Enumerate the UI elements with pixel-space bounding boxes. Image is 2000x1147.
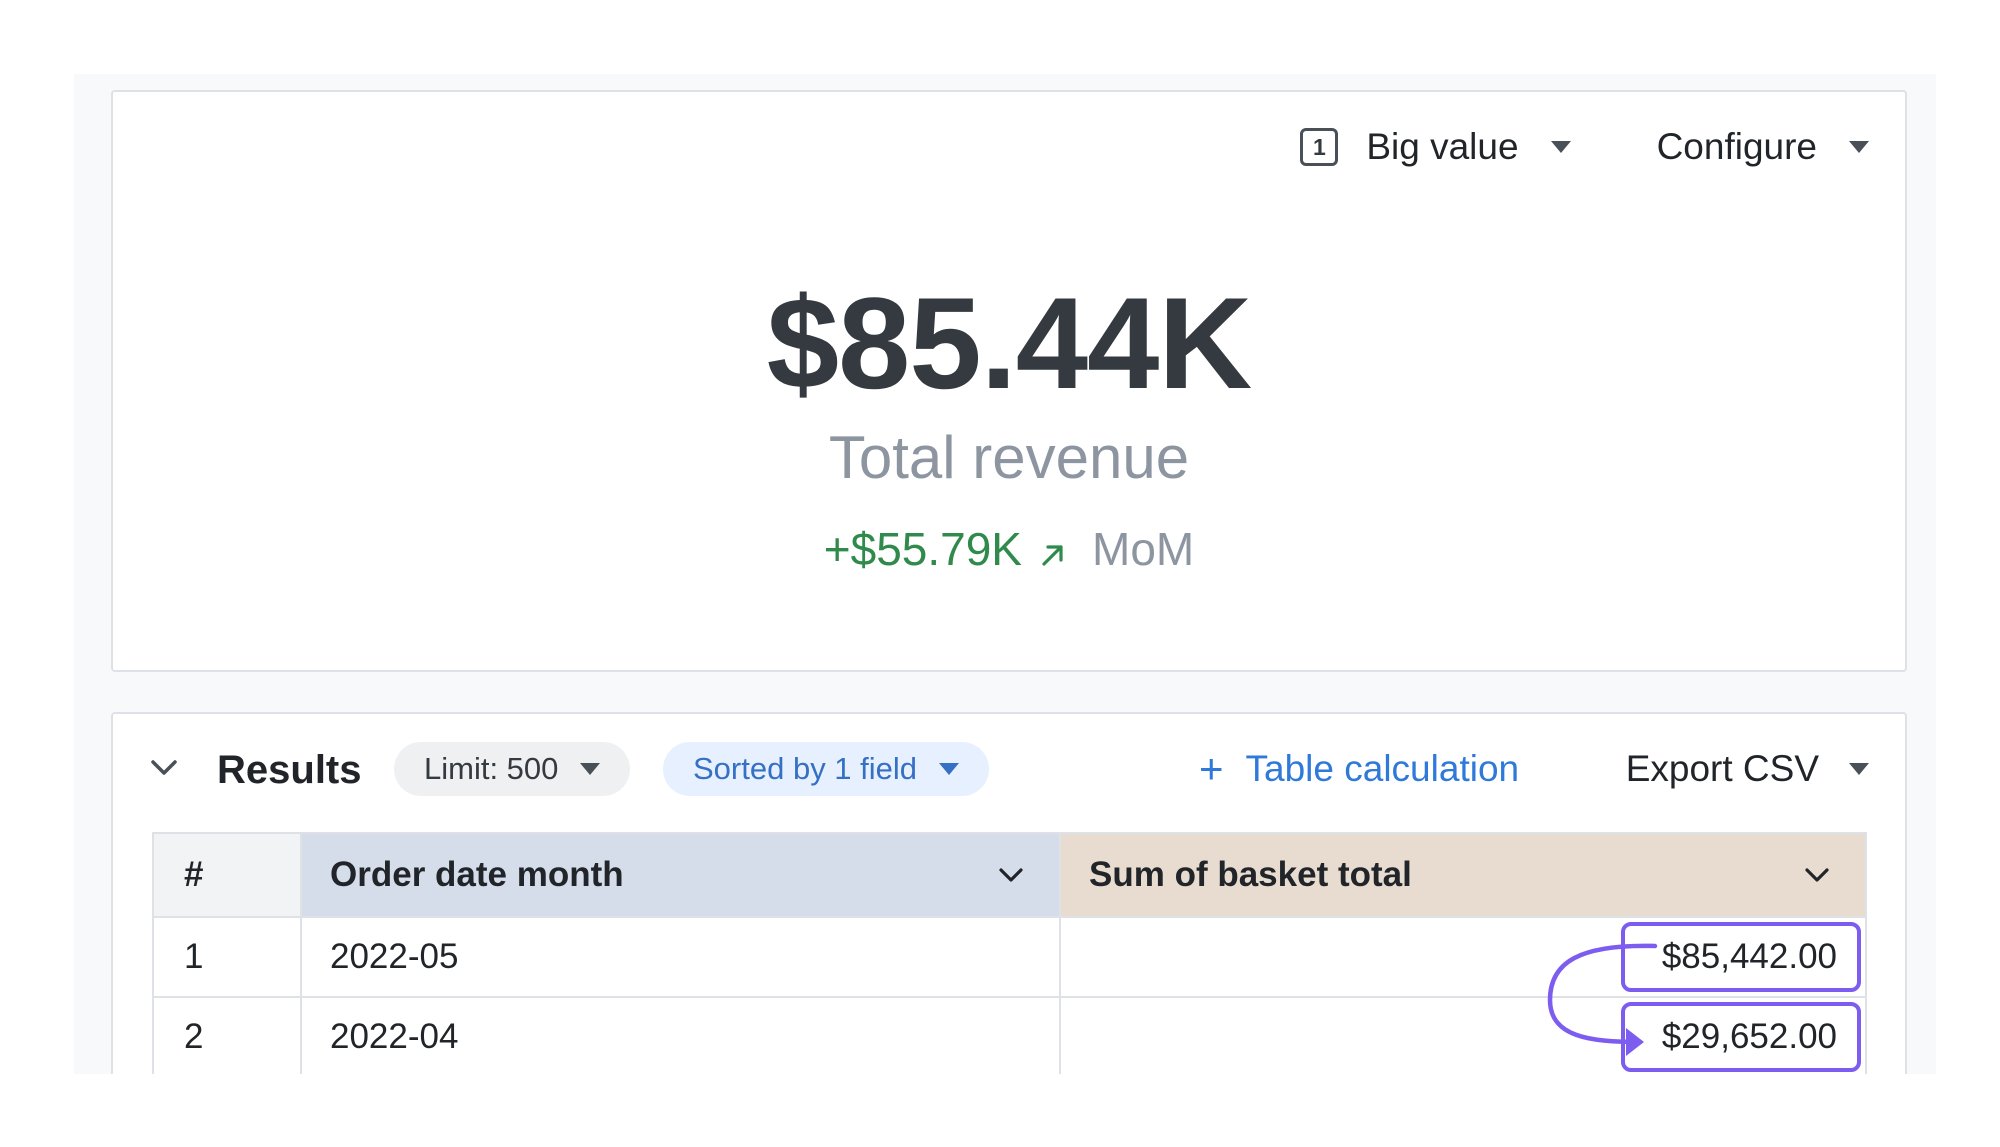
caret-down-icon [939,763,960,775]
limit-label: Limit: 500 [424,751,559,786]
big-value-card: 1 Big value Configure $85.44K Total reve… [111,90,1907,672]
cell-value: $29,652.00 [1661,1017,1837,1056]
sort-label: Sorted by 1 field [693,751,918,786]
highlight-box: $29,652.00 [1621,1002,1861,1072]
caret-down-icon [1550,141,1571,153]
configure-dropdown[interactable]: Configure [1657,126,1869,168]
cell-order-date-month[interactable]: 2022-05 [300,916,1061,998]
big-value-label: Total revenue [828,424,1190,491]
big-value-number: $85.44K [766,270,1253,416]
table-row: 1 2022-05 $85,442.00 [152,916,1867,998]
table-row: 2 2022-04 $29,652.00 [152,996,1867,1074]
cell-sum-of-basket-total[interactable]: $29,652.00 [1059,996,1867,1074]
cell-order-date-month[interactable]: 2022-04 [300,996,1061,1074]
chevron-down-icon[interactable] [1803,866,1831,884]
row-index: 1 [152,916,302,998]
comparison-change: +$55.79K [823,523,1022,575]
limit-button[interactable]: Limit: 500 [394,742,631,796]
table-calculation-label: Table calculation [1245,748,1520,789]
header-index: # [152,832,302,918]
row-index: 2 [152,996,302,1074]
chart-toolbar: 1 Big value Configure [1300,126,1869,168]
comparison: +$55.79K MoM [113,526,1905,572]
export-csv-button[interactable]: Export CSV [1626,748,1869,790]
table-header-row: # Order date month Sum of basket total [152,832,1867,918]
highlight-box: $85,442.00 [1621,922,1861,992]
comparison-arrow-icon [1547,943,1658,1056]
cell-value: $85,442.00 [1661,937,1837,976]
results-toolbar: Results Limit: 500 Sorted by 1 field + T… [149,742,1869,796]
export-csv-label: Export CSV [1625,748,1819,789]
chart-type-dropdown[interactable]: 1 Big value [1300,126,1571,168]
header-label: Sum of basket total [1089,855,1412,894]
caret-down-icon [1849,141,1869,153]
big-value-chart-icon: 1 [1300,128,1339,166]
explore-panel: 1 Big value Configure $85.44K Total reve… [74,74,1936,1074]
caret-down-icon [580,763,601,775]
results-table: # Order date month Sum of basket total [152,832,1867,1074]
results-title: Results [217,748,362,792]
cell-sum-of-basket-total[interactable]: $85,442.00 [1059,916,1867,998]
chevron-down-icon[interactable] [997,866,1025,884]
header-label: Order date month [330,855,624,894]
plus-icon: + [1199,745,1224,792]
arrow-up-right-icon [1042,545,1063,566]
comparison-period: MoM [1092,523,1195,575]
sort-button[interactable]: Sorted by 1 field [663,742,990,796]
chevron-down-icon[interactable] [149,758,179,778]
header-sum-of-basket-total[interactable]: Sum of basket total [1059,832,1867,918]
caret-down-icon [1849,763,1869,775]
header-order-date-month[interactable]: Order date month [300,832,1061,918]
results-card: Results Limit: 500 Sorted by 1 field + T… [111,712,1907,1074]
table-calculation-button[interactable]: + Table calculation [1199,748,1519,790]
cell-value: 2022-04 [330,1017,459,1056]
cell-value: 2022-05 [330,937,459,976]
configure-label: Configure [1656,126,1817,167]
chart-type-label: Big value [1366,126,1519,167]
